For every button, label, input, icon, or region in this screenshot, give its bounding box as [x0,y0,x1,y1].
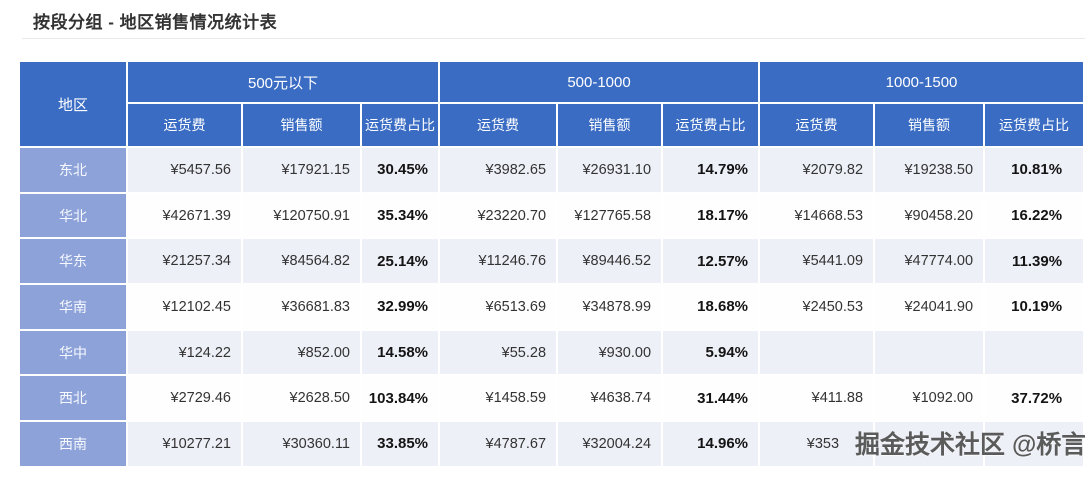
cell-sales: ¥26931.10 [558,148,664,194]
cell-freight-ratio: 5.94% [663,330,761,377]
cell-freight-ratio: 32.99% [362,285,441,331]
cell-sales: ¥930.00 [558,330,664,377]
subheader-sales: 销售额 [875,104,986,148]
cell-sales: ¥36681.83 [243,285,362,331]
cell-sales [875,422,986,468]
subheader-freight-ratio: 运货费占比 [362,104,441,148]
page-title: 按段分组 - 地区销售情况统计表 [33,13,278,32]
group-header-1000-1500: 1000-1500 [760,62,1085,104]
cell-sales: ¥32004.24 [558,422,664,468]
cell-freight: ¥23220.70 [440,193,559,240]
subheader-freight-ratio: 运货费占比 [663,104,761,148]
cell-freight: ¥353 [760,422,876,468]
cell-freight: ¥11246.76 [440,239,559,286]
cell-freight: ¥2729.46 [128,376,243,423]
table-row: 华中 ¥124.22 ¥852.00 14.58% ¥55.28 ¥930.00 5.94% [20,330,1085,377]
cell-freight: ¥124.22 [128,330,243,377]
table-header: 地区 500元以下 500-1000 1000-1500 运货费 销售额 运货费… [20,62,1085,148]
cell-sales: ¥127765.58 [558,193,664,240]
cell-freight-ratio: 14.58% [362,330,441,377]
cell-sales: ¥852.00 [243,330,362,377]
cell-freight: ¥4787.67 [440,422,559,468]
cell-freight-ratio: 16.22% [985,193,1085,240]
subheader-freight-ratio: 运货费占比 [985,104,1085,148]
cell-freight: ¥14668.53 [760,193,876,240]
cell-sales: ¥30360.11 [243,422,362,468]
table-row: 华东 ¥21257.34 ¥84564.82 25.14% ¥11246.76 ¥8944… [20,239,1085,286]
cell-freight-ratio: 31.44% [663,376,761,423]
region-cell: 华中 [20,330,128,377]
cell-freight-ratio: 35.34% [362,193,441,240]
table-row: 华北 ¥42671.39 ¥120750.91 35.34% ¥23220.70 ¥127… [20,193,1085,240]
cell-freight: ¥12102.45 [128,285,243,331]
region-cell: 西南 [20,422,128,468]
cell-freight-ratio: 14.79% [663,148,761,194]
subheader-sales: 销售额 [243,104,362,148]
table-row: 东北 ¥5457.56 ¥17921.15 30.45% ¥3982.65 ¥26931.… [20,148,1085,194]
subheader-sales: 销售额 [558,104,664,148]
cell-sales: ¥19238.50 [875,148,986,194]
cell-freight-ratio: 103.84% [362,376,441,423]
cell-sales [875,330,986,377]
cell-sales: ¥120750.91 [243,193,362,240]
region-cell: 华东 [20,239,128,286]
cell-freight: ¥5441.09 [760,239,876,286]
cell-freight: ¥2079.82 [760,148,876,194]
region-cell: 华南 [20,285,128,331]
cell-freight-ratio: 18.17% [663,193,761,240]
subheader-freight: 运货费 [128,104,243,148]
region-cell: 西北 [20,376,128,423]
cell-freight-ratio: 12.57% [663,239,761,286]
cell-freight-ratio: 37.72% [985,376,1085,423]
cell-freight: ¥42671.39 [128,193,243,240]
cell-sales: ¥1092.00 [875,376,986,423]
cell-freight: ¥1458.59 [440,376,559,423]
cell-sales: ¥84564.82 [243,239,362,286]
cell-sales: ¥4638.74 [558,376,664,423]
cell-sales: ¥2628.50 [243,376,362,423]
cell-freight: ¥411.88 [760,376,876,423]
cell-freight: ¥3982.65 [440,148,559,194]
table-body: 东北 ¥5457.56 ¥17921.15 30.45% ¥3982.65 ¥26931.… [20,148,1085,468]
cell-sales: ¥34878.99 [558,285,664,331]
cell-freight: ¥55.28 [440,330,559,377]
cell-freight-ratio: 11.39% [985,239,1085,286]
cell-sales: ¥90458.20 [875,193,986,240]
cell-freight-ratio: 30.45% [362,148,441,194]
cell-freight-ratio: 25.14% [362,239,441,286]
cell-sales: ¥47774.00 [875,239,986,286]
region-cell: 华北 [20,193,128,240]
region-cell: 东北 [20,148,128,194]
subheader-freight: 运货费 [760,104,876,148]
cell-freight-ratio [985,422,1085,468]
cell-sales: ¥89446.52 [558,239,664,286]
column-header-region: 地区 [20,62,128,148]
watermark: 掘金技术社区 @桥言 [855,431,1085,459]
table-row: 西北 ¥2729.46 ¥2628.50 103.84% ¥1458.59 ¥4638.7… [20,376,1085,423]
cell-freight: ¥2450.53 [760,285,876,331]
subheader-freight: 运货费 [440,104,559,148]
cell-freight [760,330,876,377]
cell-freight: ¥21257.34 [128,239,243,286]
cell-freight-ratio [985,330,1085,377]
cell-freight: ¥6513.69 [440,285,559,331]
cell-freight-ratio: 18.68% [663,285,761,331]
cell-freight-ratio: 10.19% [985,285,1085,331]
cell-freight-ratio: 10.81% [985,148,1085,194]
group-header-500-1000: 500-1000 [440,62,761,104]
cell-freight-ratio: 33.85% [362,422,441,468]
cell-freight-ratio: 14.96% [663,422,761,468]
cell-freight: ¥5457.56 [128,148,243,194]
region-sales-table: 地区 500元以下 500-1000 1000-1500 运货费 销售额 运货费… [20,62,1085,468]
cell-freight: ¥10277.21 [128,422,243,468]
group-header-under-500: 500元以下 [128,62,441,104]
cell-sales: ¥24041.90 [875,285,986,331]
title-divider [22,38,1085,39]
table-row: 西南 ¥10277.21 ¥30360.11 33.85% ¥4787.67 ¥32004… [20,422,1085,468]
cell-sales: ¥17921.15 [243,148,362,194]
table-row: 华南 ¥12102.45 ¥36681.83 32.99% ¥6513.69 ¥34878… [20,285,1085,331]
